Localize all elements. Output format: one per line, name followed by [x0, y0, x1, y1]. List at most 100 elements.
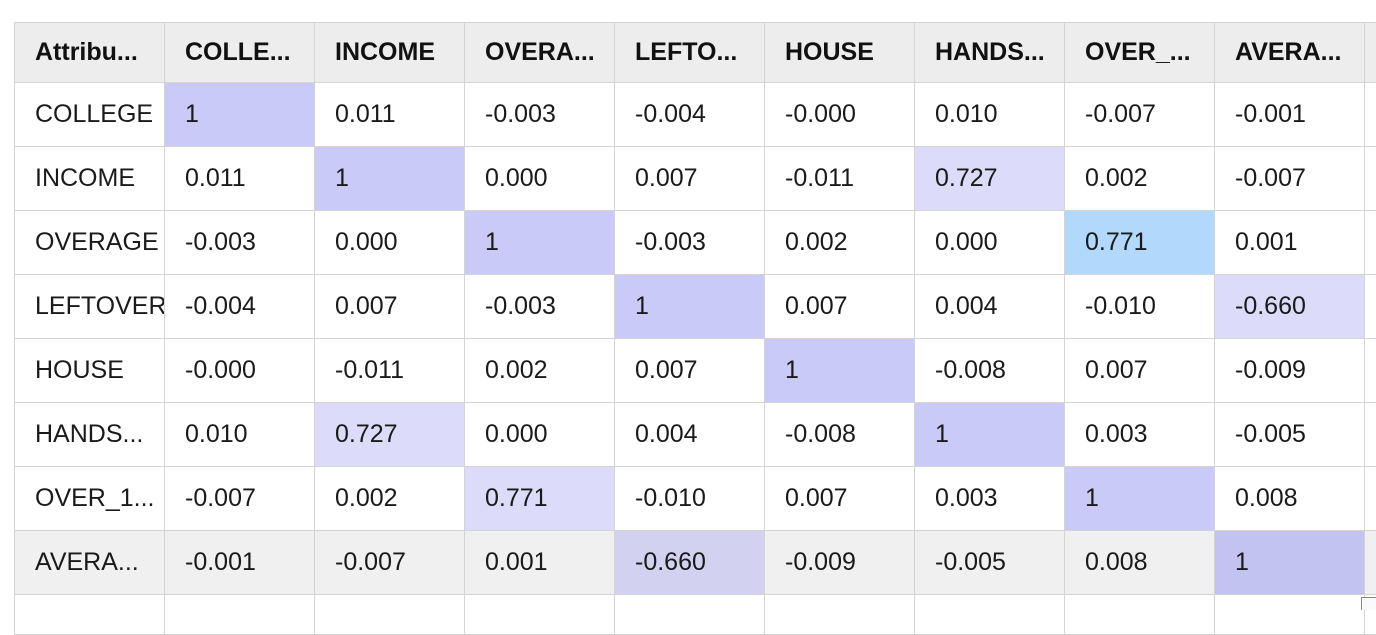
row-filler [1365, 467, 1376, 531]
correlation-cell[interactable]: 0.004 [615, 403, 765, 467]
empty-cell [315, 595, 465, 635]
correlation-cell[interactable]: 0.011 [165, 147, 315, 211]
empty-cell [1065, 595, 1215, 635]
correlation-cell[interactable]: -0.009 [765, 531, 915, 595]
row-header[interactable]: OVERAGE [15, 211, 165, 275]
correlation-cell[interactable]: 0.727 [915, 147, 1065, 211]
correlation-cell[interactable]: 0.000 [315, 211, 465, 275]
row-filler [1365, 83, 1376, 147]
correlation-cell[interactable]: -0.007 [165, 467, 315, 531]
correlation-cell[interactable]: -0.001 [1215, 83, 1365, 147]
correlation-cell[interactable]: -0.660 [1215, 275, 1365, 339]
correlation-cell[interactable]: -0.003 [465, 83, 615, 147]
correlation-cell[interactable]: -0.001 [165, 531, 315, 595]
row-header[interactable]: INCOME [15, 147, 165, 211]
empty-cell [765, 595, 915, 635]
correlation-cell[interactable]: -0.008 [915, 339, 1065, 403]
row-header[interactable]: HOUSE [15, 339, 165, 403]
column-header[interactable]: HANDS... [915, 23, 1065, 83]
correlation-cell[interactable]: -0.009 [1215, 339, 1365, 403]
correlation-cell[interactable]: 0.007 [615, 339, 765, 403]
correlation-cell[interactable]: -0.003 [465, 275, 615, 339]
correlation-cell[interactable]: 0.007 [765, 467, 915, 531]
correlation-cell[interactable]: -0.005 [915, 531, 1065, 595]
correlation-cell[interactable]: 0.771 [465, 467, 615, 531]
row-filler [1365, 531, 1376, 595]
column-header[interactable]: INCOME [315, 23, 465, 83]
row-filler [1365, 339, 1376, 403]
column-header[interactable]: HOUSE [765, 23, 915, 83]
correlation-cell[interactable]: 0.003 [1065, 403, 1215, 467]
correlation-cell[interactable]: -0.007 [1065, 83, 1215, 147]
correlation-cell[interactable]: -0.008 [765, 403, 915, 467]
correlation-cell[interactable]: 0.003 [915, 467, 1065, 531]
correlation-cell[interactable]: -0.003 [615, 211, 765, 275]
resize-corner[interactable] [1361, 597, 1376, 610]
correlation-cell[interactable]: 0.727 [315, 403, 465, 467]
row-header[interactable]: AVERA... [15, 531, 165, 595]
correlation-cell[interactable]: 1 [315, 147, 465, 211]
correlation-cell[interactable]: -0.010 [615, 467, 765, 531]
correlation-cell[interactable]: 0.000 [465, 403, 615, 467]
correlation-cell[interactable]: 0.007 [615, 147, 765, 211]
column-header[interactable]: LEFTO... [615, 23, 765, 83]
correlation-cell[interactable]: 1 [1065, 467, 1215, 531]
correlation-cell[interactable]: 0.011 [315, 83, 465, 147]
correlation-cell[interactable]: 0.771 [1065, 211, 1215, 275]
column-header[interactable]: OVERA... [465, 23, 615, 83]
correlation-cell[interactable]: -0.660 [615, 531, 765, 595]
correlation-cell[interactable]: 1 [915, 403, 1065, 467]
empty-cell [1215, 595, 1365, 635]
correlation-cell[interactable]: -0.011 [765, 147, 915, 211]
empty-cell [465, 595, 615, 635]
row-filler [1365, 275, 1376, 339]
column-header[interactable]: AVERA... [1215, 23, 1365, 83]
correlation-cell[interactable]: 0.007 [315, 275, 465, 339]
correlation-cell[interactable]: 1 [165, 83, 315, 147]
empty-cell [915, 595, 1065, 635]
correlation-cell[interactable]: -0.005 [1215, 403, 1365, 467]
correlation-cell[interactable]: 1 [765, 339, 915, 403]
correlation-cell[interactable]: -0.000 [765, 83, 915, 147]
correlation-cell[interactable]: 0.002 [465, 339, 615, 403]
correlation-cell[interactable]: 1 [465, 211, 615, 275]
correlation-cell[interactable]: 0.002 [1065, 147, 1215, 211]
row-filler [1365, 211, 1376, 275]
row-header[interactable]: OVER_1... [15, 467, 165, 531]
correlation-cell[interactable]: -0.003 [165, 211, 315, 275]
header-filler [1365, 23, 1376, 83]
correlation-cell[interactable]: -0.000 [165, 339, 315, 403]
row-filler [1365, 147, 1376, 211]
column-header[interactable]: OVER_... [1065, 23, 1215, 83]
correlation-cell[interactable]: -0.007 [315, 531, 465, 595]
correlation-cell[interactable]: 0.001 [465, 531, 615, 595]
correlation-cell[interactable]: -0.004 [615, 83, 765, 147]
correlation-cell[interactable]: -0.004 [165, 275, 315, 339]
correlation-cell[interactable]: 0.007 [765, 275, 915, 339]
correlation-cell[interactable]: 1 [615, 275, 765, 339]
row-header[interactable]: COLLEGE [15, 83, 165, 147]
correlation-cell[interactable]: 0.008 [1215, 467, 1365, 531]
correlation-cell[interactable]: 0.008 [1065, 531, 1215, 595]
empty-cell [615, 595, 765, 635]
correlation-matrix-table: Attribu... COLLE... INCOME OVERA... LEFTO...… [14, 22, 1376, 635]
correlation-cell[interactable]: 0.002 [765, 211, 915, 275]
correlation-cell[interactable]: 0.000 [915, 211, 1065, 275]
correlation-cell[interactable]: -0.010 [1065, 275, 1215, 339]
correlation-cell[interactable]: -0.007 [1215, 147, 1365, 211]
row-filler [1365, 403, 1376, 467]
correlation-cell[interactable]: 0.010 [915, 83, 1065, 147]
empty-cell [15, 595, 165, 635]
correlation-cell[interactable]: 0.000 [465, 147, 615, 211]
correlation-cell[interactable]: 0.004 [915, 275, 1065, 339]
row-header[interactable]: HANDS... [15, 403, 165, 467]
correlation-cell[interactable]: -0.011 [315, 339, 465, 403]
row-header[interactable]: LEFTOVER [15, 275, 165, 339]
correlation-cell[interactable]: 0.001 [1215, 211, 1365, 275]
correlation-cell[interactable]: 0.007 [1065, 339, 1215, 403]
column-header[interactable]: COLLE... [165, 23, 315, 83]
correlation-cell[interactable]: 0.002 [315, 467, 465, 531]
correlation-cell[interactable]: 1 [1215, 531, 1365, 595]
column-header-attribute[interactable]: Attribu... [15, 23, 165, 83]
correlation-cell[interactable]: 0.010 [165, 403, 315, 467]
